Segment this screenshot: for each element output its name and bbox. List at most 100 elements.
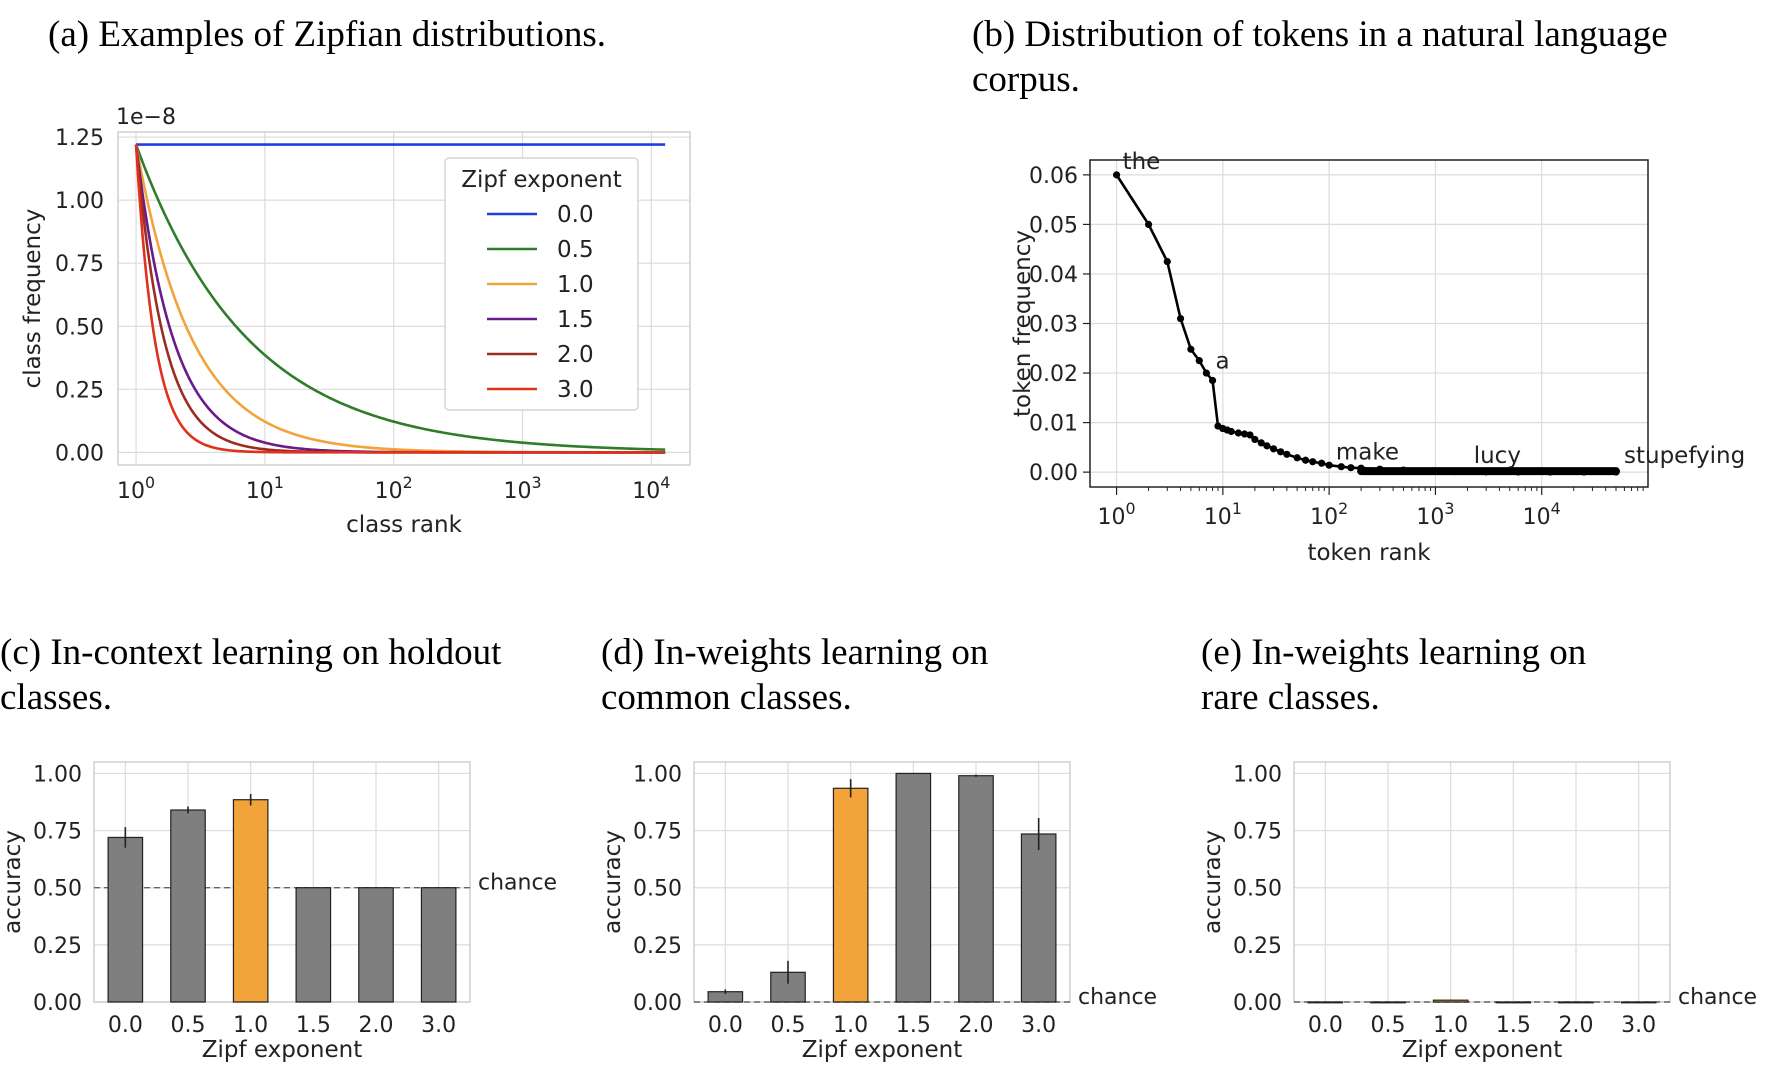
bar-e-1.0 <box>1432 999 1469 1003</box>
annotation-make: make <box>1336 440 1399 466</box>
bar-d-1.0 <box>832 787 869 1003</box>
token-point <box>1325 461 1333 469</box>
xlabel-a: class rank <box>346 512 463 538</box>
token-point <box>1176 314 1185 323</box>
legend-title-a: Zipf exponent <box>461 167 622 193</box>
caption-b-line1: (b) Distribution of tokens in a natural … <box>972 14 1668 55</box>
xtick-e-1.5: 1.5 <box>1496 1013 1531 1038</box>
token-point <box>1208 376 1217 385</box>
caption-b-line2: corpus. <box>972 59 1080 100</box>
frame-d <box>693 761 1071 1003</box>
ylabel-b: token frequency <box>1010 230 1036 417</box>
ytick-b: 0.06 <box>1029 164 1078 189</box>
caption-d-line2: common classes. <box>601 677 852 718</box>
token-point <box>1347 464 1355 472</box>
chart-e: 0.00 0.25 0.50 0.75 1.00 chance 0.0 0.5 1.0 1.5 2.… <box>1200 761 1757 1063</box>
series-line-0.5 <box>134 144 666 451</box>
caption-e-line2: rare classes. <box>1201 677 1380 718</box>
xtick-a: 100 <box>117 473 155 504</box>
ytick-d: 0.00 <box>633 991 682 1016</box>
bar-d-1.5 <box>895 772 932 1003</box>
caption-a: (a) Examples of Zipfian distributions. <box>48 14 606 55</box>
xtick-a: 102 <box>375 473 413 504</box>
xtick-d-0.5: 0.5 <box>771 1013 806 1038</box>
ylabel-e: accuracy <box>1200 830 1226 934</box>
xtick-b: 101 <box>1204 499 1242 530</box>
ytick-c: 0.00 <box>33 991 82 1016</box>
bar-e-3.0 <box>1620 1001 1657 1004</box>
chance-label-e: chance <box>1678 985 1757 1010</box>
xtick-c-0.5: 0.5 <box>171 1013 206 1038</box>
legend-label-0.0: 0.0 <box>557 202 594 228</box>
ytick-b: 0.05 <box>1029 213 1078 238</box>
xtick-e-0.5: 0.5 <box>1371 1013 1406 1038</box>
ytick-c: 0.25 <box>33 934 82 959</box>
legend-label-1.0: 1.0 <box>557 272 594 298</box>
frame-c <box>93 761 471 1003</box>
bar-e-2.0 <box>1558 1001 1594 1004</box>
bar-c-2.0 <box>358 887 394 1003</box>
frame-a <box>117 131 691 466</box>
xlabel-b: token rank <box>1307 540 1431 566</box>
legend-label-3.0: 3.0 <box>557 377 594 403</box>
xtick-b: 102 <box>1310 499 1348 530</box>
annotation-stupefying: stupefying <box>1624 443 1745 469</box>
ytick-e: 0.00 <box>1233 991 1282 1016</box>
ylabel-d: accuracy <box>600 830 626 934</box>
bar-d-3.0 <box>1020 833 1057 1003</box>
bar-c-0.5 <box>170 809 206 1003</box>
legend-label-1.5: 1.5 <box>557 307 594 333</box>
ytick-b: 0.00 <box>1029 461 1078 486</box>
ytick-d: 0.75 <box>633 820 682 845</box>
annotation-a: a <box>1216 348 1230 374</box>
legend-a <box>444 157 639 411</box>
token-point <box>1251 435 1259 444</box>
token-point <box>1283 450 1291 458</box>
ytick-c: 0.75 <box>33 820 82 845</box>
chance-label-d: chance <box>1078 985 1157 1010</box>
bar-c-3.0 <box>420 887 457 1003</box>
ylabel-a: class frequency <box>20 209 46 389</box>
chart-a: 0.00 0.25 0.50 0.75 1.00 1.25 1e−8 class rank cl… <box>20 105 691 538</box>
ytick-e: 0.50 <box>1233 877 1282 902</box>
xtick-e-2.0: 2.0 <box>1559 1013 1594 1038</box>
ytick-b: 0.04 <box>1029 263 1078 288</box>
bar-c-1.5 <box>295 887 332 1003</box>
xtick-d-3.0: 3.0 <box>1021 1013 1056 1038</box>
offset-label-a: 1e−8 <box>116 105 176 130</box>
xlabel-c: Zipf exponent <box>202 1037 363 1063</box>
caption-c-line2: classes. <box>0 677 112 718</box>
caption-d-line1: (d) In-weights learning on <box>601 632 989 673</box>
xtick-a: 101 <box>246 473 284 504</box>
token-point <box>1301 456 1310 464</box>
bar-e-0.0 <box>1307 1001 1344 1004</box>
xlabel-e: Zipf exponent <box>1402 1037 1563 1063</box>
ytick-b: 0.01 <box>1029 412 1078 437</box>
token-point <box>1240 430 1249 438</box>
ytick-c: 0.50 <box>33 877 82 902</box>
caption-c-line1: (c) In-context learning on holdout <box>0 632 502 673</box>
token-point <box>1144 220 1153 229</box>
token-point <box>1163 257 1171 266</box>
token-point <box>1257 439 1265 447</box>
token-point <box>1234 429 1242 437</box>
ytick-c: 1.00 <box>33 762 82 787</box>
ytick-e: 0.75 <box>1233 820 1282 845</box>
token-point <box>1318 459 1326 467</box>
xtick-a: 103 <box>503 473 541 504</box>
xtick-c-1.0: 1.0 <box>233 1013 268 1038</box>
ytick-d: 0.25 <box>633 934 682 959</box>
token-point <box>1112 171 1121 179</box>
xtick-b: 100 <box>1098 499 1136 530</box>
xtick-c-0.0: 0.0 <box>108 1013 143 1038</box>
bar-c-0.0 <box>107 836 144 1003</box>
ytick-d: 0.50 <box>633 877 682 902</box>
xtick-b: 103 <box>1416 499 1454 530</box>
ytick-a: 1.25 <box>55 126 104 151</box>
xtick-a: 104 <box>632 473 670 504</box>
token-point <box>1187 345 1195 353</box>
xtick-d-1.5: 1.5 <box>896 1013 931 1038</box>
token-point <box>1227 427 1235 436</box>
legend-label-2.0: 2.0 <box>557 342 594 368</box>
